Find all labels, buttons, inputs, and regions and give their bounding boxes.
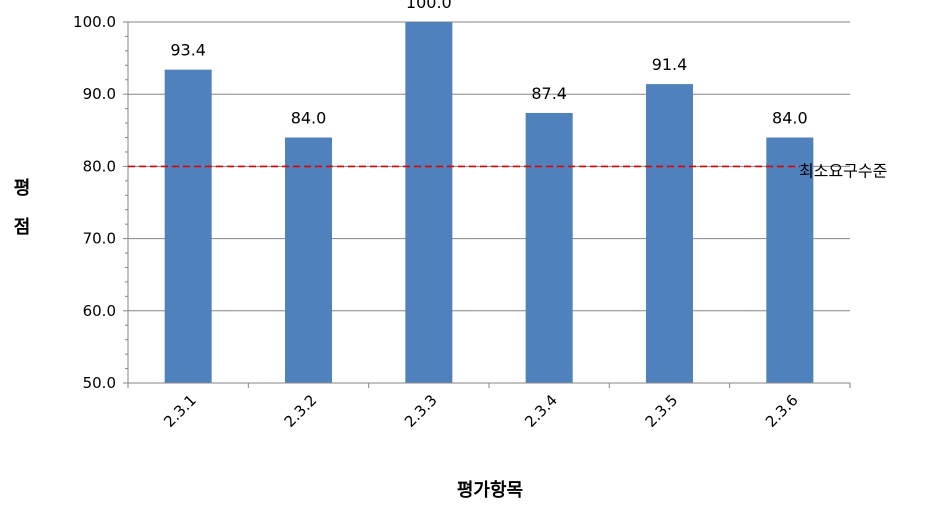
x-tick-label: 2.3.3 <box>401 391 441 431</box>
x-axis-title: 평가항목 <box>457 480 523 501</box>
bar <box>405 22 453 383</box>
data-label: 87.4 <box>531 84 567 103</box>
bar <box>766 137 814 383</box>
data-label: 84.0 <box>291 109 327 128</box>
data-label: 91.4 <box>652 55 688 74</box>
y-tick-label: 70.0 <box>83 230 116 248</box>
y-tick-label: 60.0 <box>83 302 116 320</box>
bar <box>525 112 573 384</box>
x-axis: 2.3.1 2.3.2 2.3.3 2.3.4 2.3.5 2.3.6 <box>127 382 851 431</box>
reference-line-label: 최소요구수준 <box>799 161 887 180</box>
y-axis: 50.0 60.0 70.0 80.0 90.0 100.0 <box>73 13 129 392</box>
x-tick-label: 2.3.4 <box>521 391 561 431</box>
reference-line: 최소요구수준 <box>128 161 887 180</box>
y-tick-label: 80.0 <box>83 157 116 175</box>
data-label: 93.4 <box>170 41 206 60</box>
bar <box>164 69 212 383</box>
y-axis-title-char-2: 점 <box>14 217 31 238</box>
y-axis-title-char-1: 평 <box>14 178 31 199</box>
x-tick-label: 2.3.2 <box>281 391 321 431</box>
y-tick-label: 100.0 <box>73 13 116 31</box>
bars: 93.4 84.0 100.0 87.4 91.4 84.0 <box>164 0 814 384</box>
gridlines <box>128 21 850 312</box>
bar <box>646 84 693 383</box>
data-label: 100.0 <box>406 0 452 12</box>
x-tick-label: 2.3.5 <box>642 391 682 431</box>
y-tick-label: 50.0 <box>83 374 116 392</box>
bar <box>285 137 332 383</box>
x-tick-label: 2.3.1 <box>160 391 200 431</box>
y-tick-label: 90.0 <box>83 85 116 103</box>
data-label: 84.0 <box>772 109 808 128</box>
x-tick-label: 2.3.6 <box>762 391 802 431</box>
